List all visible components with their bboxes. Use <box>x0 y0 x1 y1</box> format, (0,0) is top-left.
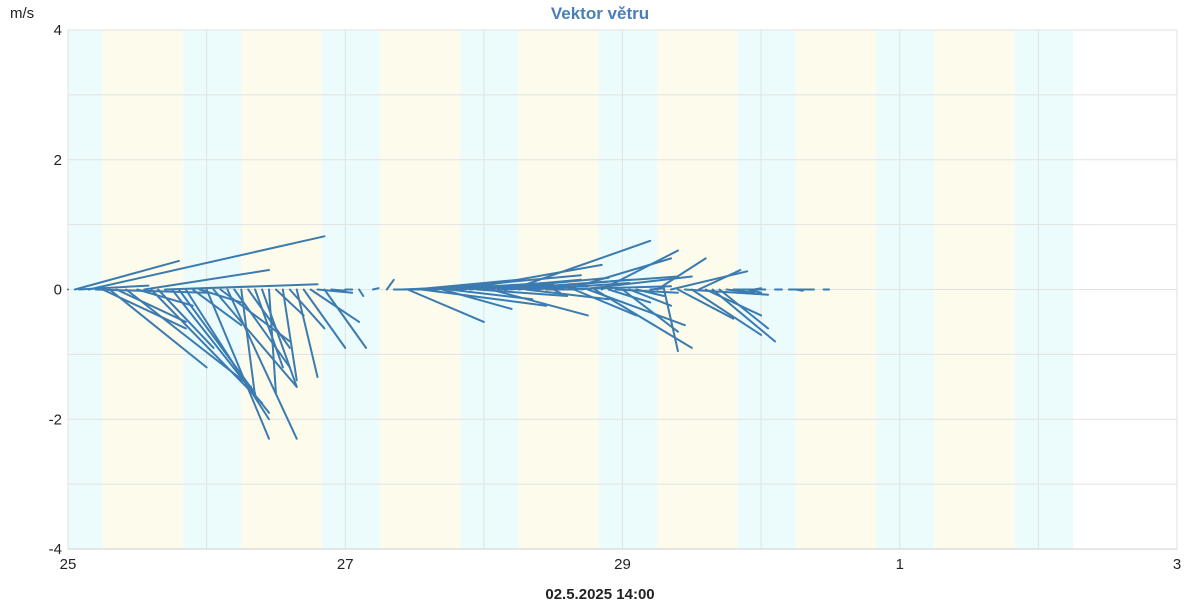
wind-vector <box>115 288 187 323</box>
wind-vector <box>746 288 763 294</box>
wind-vector <box>670 270 749 291</box>
wind-vector <box>226 288 298 440</box>
wind-vector <box>191 288 243 327</box>
wind-vector <box>205 288 271 440</box>
wind-vector <box>753 287 763 291</box>
wind-vector <box>676 288 735 320</box>
wind-vector <box>247 288 291 349</box>
x-tick-label: 29 <box>614 556 631 573</box>
wind-vector <box>254 288 284 369</box>
wind-vector <box>212 288 298 388</box>
timestamp-label: 02.5.2025 14:00 <box>545 586 654 600</box>
wind-vector <box>143 269 271 291</box>
wind-vector <box>725 288 756 294</box>
wind-vector <box>108 288 208 369</box>
wind-vector <box>420 288 548 307</box>
wind-vector <box>302 288 347 349</box>
wind-vector <box>295 288 319 379</box>
wind-vector <box>718 288 770 330</box>
wind-vector <box>572 288 638 317</box>
wind-vector <box>268 288 277 395</box>
wind-vector <box>164 283 319 291</box>
wind-vector <box>635 288 666 297</box>
y-axis-ticks: -4 -2 0 2 4 <box>49 22 62 558</box>
chart-title: Vektor větru <box>551 4 649 23</box>
wind-vectors <box>67 235 831 440</box>
x-tick-label: 1 <box>896 556 904 573</box>
wind-vector <box>663 288 679 353</box>
wind-vector <box>628 288 673 307</box>
wind-vector <box>510 239 652 291</box>
y-tick-label: 2 <box>54 152 62 169</box>
wind-vector <box>240 288 257 398</box>
wind-vector <box>704 288 763 317</box>
wind-vector <box>371 287 380 291</box>
wind-vector <box>406 288 485 323</box>
wind-vector <box>281 288 298 382</box>
wind-vector <box>288 288 326 330</box>
x-tick-label: 25 <box>60 556 77 573</box>
wind-vector <box>274 288 305 317</box>
wind-vector <box>489 288 589 317</box>
wind-vector <box>316 288 354 294</box>
wind-vector <box>517 278 631 291</box>
wind-vector <box>441 288 513 310</box>
y-tick-label: 4 <box>54 22 62 39</box>
wind-vector <box>552 288 562 294</box>
wind-vector <box>656 257 707 291</box>
wind-vector <box>150 288 264 405</box>
wind-vector <box>711 288 776 343</box>
wind-vector <box>559 285 673 291</box>
y-tick-label: -2 <box>49 411 62 428</box>
wind-vector <box>794 288 804 292</box>
wind-vector <box>690 288 763 336</box>
wind-vector <box>157 288 215 349</box>
wind-vector <box>73 259 180 291</box>
wind-vector <box>697 269 742 291</box>
x-tick-label: 3 <box>1173 556 1181 573</box>
y-tick-label: 0 <box>54 282 62 299</box>
wind-vector <box>413 278 520 291</box>
wind-vector <box>87 235 326 291</box>
y-tick-label: -4 <box>49 541 62 558</box>
y-axis-unit: m/s <box>10 5 34 22</box>
wind-vector <box>184 288 271 421</box>
wind-vector <box>261 288 298 388</box>
wind-vector <box>482 276 610 291</box>
wind-vector <box>621 288 679 333</box>
wind-vector <box>600 249 679 291</box>
wind-vector <box>385 278 395 291</box>
x-tick-label: 27 <box>337 556 354 573</box>
wind-vector <box>323 288 368 349</box>
wind-vector <box>330 288 347 292</box>
wind-vector <box>358 288 365 297</box>
x-axis-ticks: 25 27 29 1 3 <box>60 556 1182 573</box>
wind-vector <box>462 263 603 291</box>
